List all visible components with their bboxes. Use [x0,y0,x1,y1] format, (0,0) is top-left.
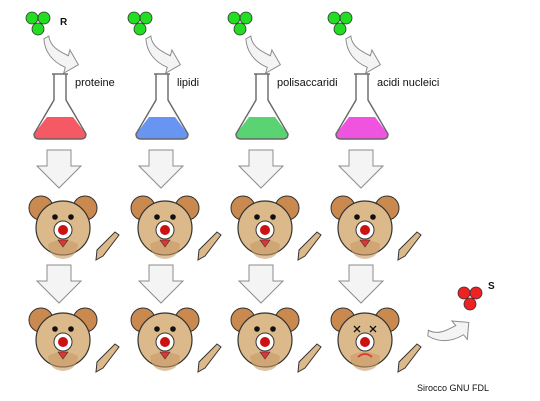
down-arrow [338,149,384,189]
fraction-label: lipidi [177,77,199,89]
flask [135,73,189,140]
down-arrow [138,264,184,304]
r-strain-bacteria [327,11,353,36]
down-arrow [138,149,184,189]
mouse [230,307,322,373]
mouse [28,307,120,373]
down-arrow [238,264,284,304]
mouse [130,307,222,373]
down-arrow [338,264,384,304]
down-arrow [238,149,284,189]
curved-arrow [138,34,187,77]
mouse [230,195,322,261]
curved-arrow [338,34,387,77]
fraction-label: acidi nucleici [377,77,439,89]
s-strain-label: S [488,281,495,292]
result-arrow [424,306,478,358]
flask [335,73,389,140]
dead-mouse [330,307,422,373]
s-strain-bacteria [457,286,483,311]
fraction-column: acidi nucleici [327,11,439,373]
down-arrow [36,149,82,189]
mouse [130,195,222,261]
down-arrow [36,264,82,304]
fraction-column: lipidi [127,11,222,373]
r-strain-label: R [60,17,68,28]
r-strain-bacteria [227,11,253,36]
curved-arrow [36,34,85,77]
flask [33,73,87,140]
flask [235,73,289,140]
fraction-label: proteine [75,77,115,89]
mouse [28,195,120,261]
fraction-column: polisaccaridi [227,11,338,373]
credit-text: Sirocco GNU FDL [417,383,490,393]
r-strain-bacteria [25,11,51,36]
fraction-label: polisaccaridi [277,77,338,89]
curved-arrow [238,34,287,77]
r-strain-bacteria [127,11,153,36]
mouse [330,195,422,261]
